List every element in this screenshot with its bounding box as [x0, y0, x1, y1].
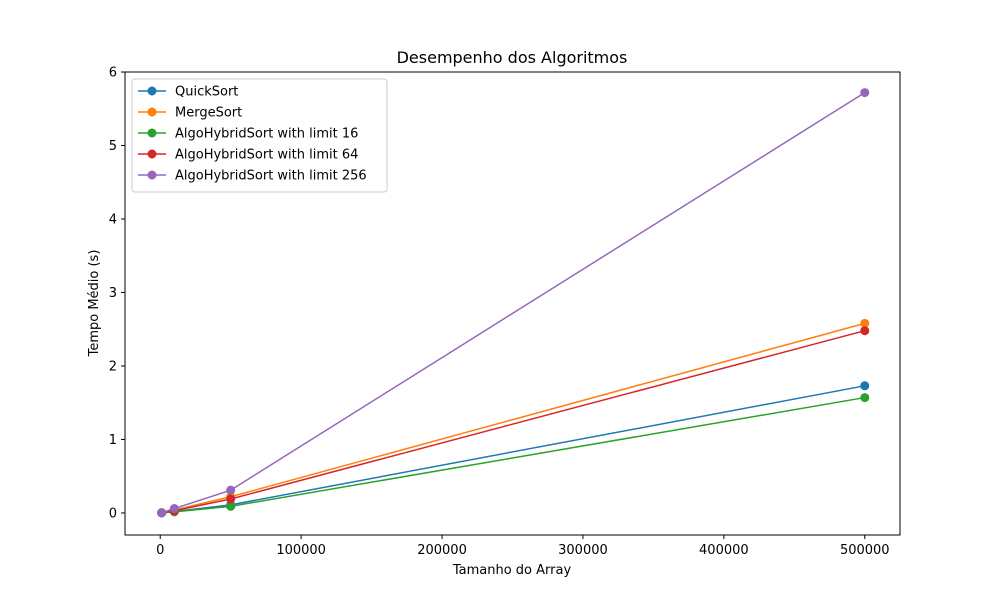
legend-marker — [147, 128, 157, 138]
legend-entry: MergeSort — [138, 106, 242, 121]
plot-frame — [124, 71, 901, 536]
series-3 — [157, 326, 870, 518]
legend-marker — [147, 149, 157, 159]
legend-entry: QuickSort — [138, 85, 238, 100]
legend: QuickSort MergeSort AlgoHybridSort with li… — [131, 78, 388, 193]
data-point — [169, 504, 179, 514]
y-tick-label: 5 — [109, 139, 117, 154]
legend-entry: AlgoHybridSort with limit 256 — [138, 169, 367, 184]
legend-label: AlgoHybridSort with limit 256 — [175, 169, 367, 184]
legend-entry: AlgoHybridSort with limit 64 — [138, 148, 358, 163]
y-tick-label: 2 — [109, 359, 117, 374]
series-1 — [157, 318, 870, 518]
legend-marker — [147, 170, 157, 180]
y-tick-label: 0 — [109, 506, 117, 521]
x-axis-ticks: 0 100000 200000 300000 400000 500000 — [156, 535, 890, 558]
data-point — [226, 485, 236, 495]
data-point — [860, 318, 870, 328]
data-point — [860, 381, 870, 391]
y-axis-ticks: 0 1 2 3 4 5 6 — [109, 66, 125, 521]
series-4 — [157, 88, 870, 518]
plot-marks — [157, 88, 870, 518]
data-point — [157, 508, 167, 518]
x-tick-label: 500000 — [840, 543, 890, 558]
y-tick-label: 1 — [109, 433, 117, 448]
x-tick-label: 0 — [156, 543, 164, 558]
y-tick-label: 4 — [109, 212, 117, 227]
x-tick-label: 200000 — [417, 543, 467, 558]
series-0 — [157, 381, 870, 518]
data-point — [860, 393, 870, 403]
data-point — [860, 88, 870, 98]
y-axis-label: Tempo Médio (s) — [87, 250, 102, 358]
x-tick-label: 300000 — [558, 543, 608, 558]
x-axis-label: Tamanho do Array — [452, 563, 572, 578]
series-line — [161, 396, 865, 514]
legend-label: AlgoHybridSort with limit 16 — [175, 127, 358, 142]
data-point — [860, 326, 870, 336]
legend-label: MergeSort — [175, 106, 242, 121]
legend-box — [131, 78, 388, 193]
data-point — [226, 494, 236, 504]
x-tick-label: 400000 — [699, 543, 749, 558]
series-line — [161, 91, 866, 514]
series-line — [161, 322, 865, 514]
data-point — [226, 501, 236, 511]
legend-marker — [147, 86, 157, 96]
y-tick-label: 3 — [109, 286, 117, 301]
y-tick-label: 6 — [109, 66, 117, 81]
chart-title: Desempenho dos Algoritmos — [397, 48, 628, 67]
legend-entry: AlgoHybridSort with limit 16 — [138, 127, 358, 142]
series-line — [161, 385, 865, 514]
legend-marker — [147, 107, 157, 117]
legend-label: AlgoHybridSort with limit 64 — [175, 148, 358, 163]
x-tick-label: 100000 — [276, 543, 326, 558]
legend-label: QuickSort — [175, 85, 238, 100]
series-line — [161, 329, 865, 514]
